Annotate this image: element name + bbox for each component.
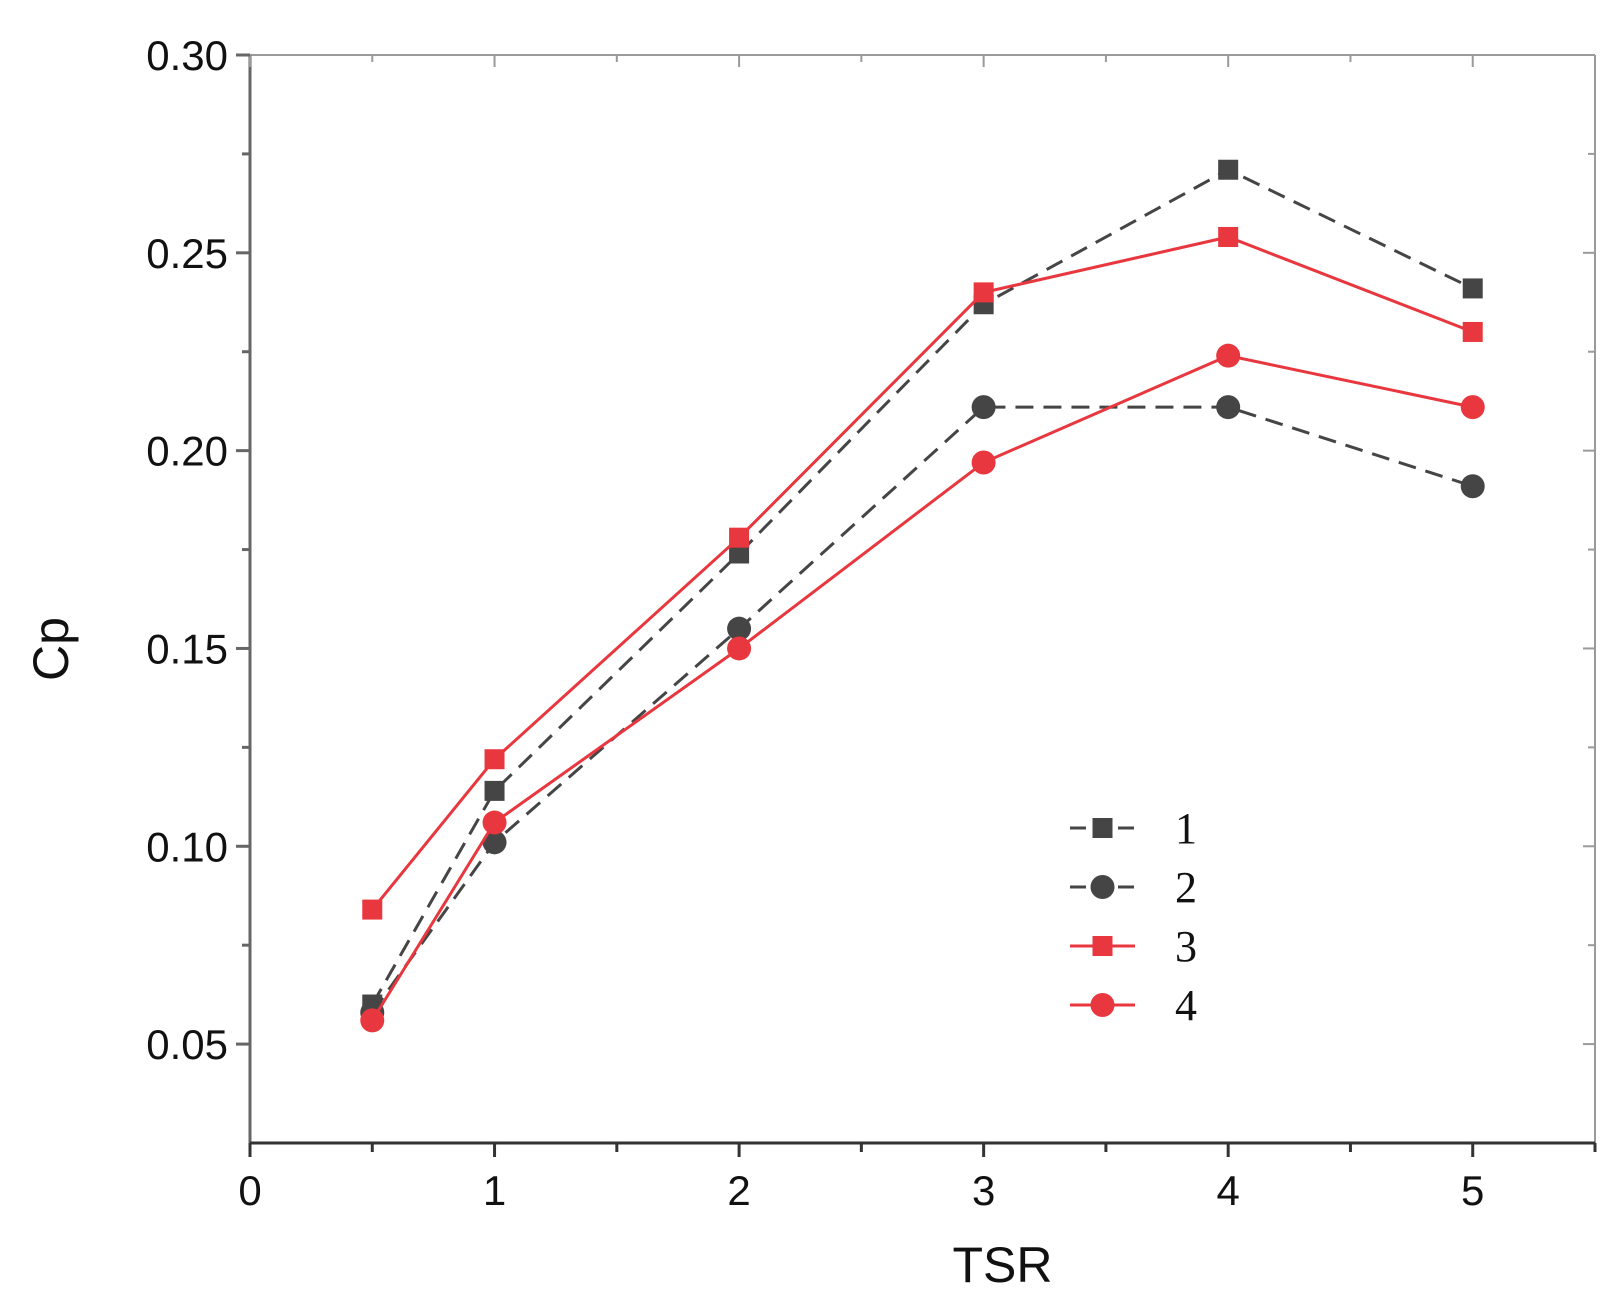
data-point-marker — [727, 636, 752, 661]
legend-label: 3 — [1175, 922, 1197, 971]
data-point-marker — [482, 830, 507, 855]
x-tick-label: 0 — [238, 1167, 261, 1214]
legend-item-2: 2 — [1070, 863, 1197, 912]
legend: 1 2 3 4 — [1070, 804, 1197, 1030]
legend-item-4: 4 — [1070, 981, 1197, 1030]
data-point-marker — [1090, 875, 1115, 899]
data-point-marker — [360, 1008, 385, 1033]
legend-label: 4 — [1175, 981, 1197, 1030]
legend-item-1: 1 — [1070, 804, 1197, 853]
y-axis-title: Cp — [23, 617, 79, 681]
series-1 — [362, 159, 1483, 1015]
data-point-marker — [484, 780, 505, 801]
data-point-marker — [1092, 936, 1113, 956]
series-line — [371, 235, 1474, 911]
data-point-marker — [484, 749, 505, 770]
plot-frame — [248, 54, 1596, 1145]
data-point-marker — [1090, 993, 1115, 1017]
series-line — [371, 405, 1474, 1014]
data-point-marker — [729, 527, 750, 548]
axis-tick-labels: 0 1 2 3 4 5 0.05 0.10 0.15 0.20 0.25 0.30 — [146, 32, 1484, 1214]
y-tick-label: 0.25 — [146, 230, 228, 277]
legend-item-3: 3 — [1070, 922, 1197, 971]
legend-label: 1 — [1175, 804, 1197, 853]
data-point-marker — [1462, 278, 1483, 299]
y-tick-label: 0.05 — [146, 1021, 228, 1068]
x-tick-label: 4 — [1217, 1167, 1240, 1214]
series-line — [371, 354, 1474, 1022]
x-tick-label: 1 — [483, 1167, 506, 1214]
y-tick-label: 0.30 — [146, 32, 228, 79]
data-point-marker — [362, 899, 383, 920]
y-tick-label: 0.15 — [146, 625, 228, 672]
data-point-marker — [727, 616, 752, 641]
series-3 — [362, 226, 1483, 920]
x-tick-label: 3 — [972, 1167, 995, 1214]
y-tick-label: 0.10 — [146, 823, 228, 870]
data-point-marker — [971, 395, 996, 420]
data-point-marker — [729, 543, 750, 564]
data-point-marker — [1218, 226, 1239, 247]
series-layer — [360, 159, 1485, 1033]
data-point-marker — [482, 810, 507, 835]
data-point-marker — [971, 450, 996, 475]
data-point-marker — [1216, 395, 1241, 420]
data-point-marker — [1092, 818, 1113, 838]
data-point-marker — [1460, 474, 1485, 499]
x-tick-label: 5 — [1461, 1167, 1484, 1214]
data-point-marker — [1462, 321, 1483, 342]
data-point-marker — [1216, 343, 1241, 368]
data-point-marker — [973, 282, 994, 303]
x-axis-title: TSR — [953, 1237, 1053, 1293]
data-point-marker — [1460, 395, 1485, 420]
data-point-marker — [1218, 159, 1239, 180]
legend-label: 2 — [1175, 863, 1197, 912]
series-4 — [360, 343, 1485, 1033]
x-tick-label: 2 — [727, 1167, 750, 1214]
series-line — [370, 168, 1474, 1006]
axis-ticks — [236, 53, 1597, 1157]
y-tick-label: 0.20 — [146, 428, 228, 475]
series-2 — [360, 395, 1485, 1025]
